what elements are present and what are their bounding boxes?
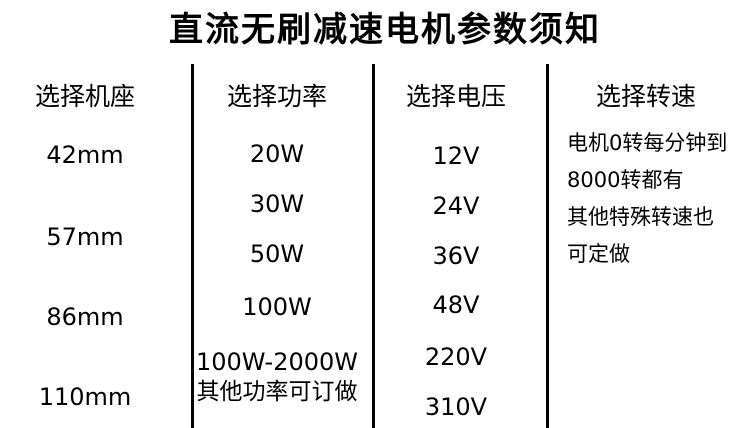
voltage-item: 24V bbox=[432, 192, 480, 220]
speed-note-line: 8000转都有 bbox=[567, 168, 684, 192]
column-divider bbox=[372, 64, 375, 428]
voltage-item: 220V bbox=[424, 343, 488, 371]
speed-note-line: 电机0转每分钟到 bbox=[567, 131, 728, 155]
voltage-item: 48V bbox=[432, 291, 480, 319]
voltage-item: 310V bbox=[424, 393, 488, 421]
frame-size-item: 86mm bbox=[46, 303, 124, 331]
voltage-item: 36V bbox=[432, 242, 480, 270]
page-title: 直流无刷减速电机参数须知 bbox=[169, 10, 601, 50]
frame-size-item: 110mm bbox=[38, 383, 132, 411]
voltage-item: 12V bbox=[432, 142, 480, 170]
power-item: 20W bbox=[249, 140, 305, 168]
power-item: 30W bbox=[249, 190, 305, 218]
power-item: 50W bbox=[249, 240, 305, 268]
column-header-power: 选择功率 bbox=[226, 82, 327, 111]
frame-size-item: 57mm bbox=[46, 223, 124, 251]
power-item-note: 其他功率可订做 bbox=[196, 379, 358, 405]
column-header-frame-size: 选择机座 bbox=[34, 82, 135, 111]
speed-note-line: 其他特殊转速也 bbox=[567, 205, 714, 229]
column-divider bbox=[546, 64, 549, 428]
frame-size-item: 42mm bbox=[46, 141, 124, 169]
column-divider bbox=[191, 64, 194, 428]
column-header-speed: 选择转速 bbox=[595, 82, 696, 111]
speed-note: 电机0转每分钟到 8000转都有 其他特殊转速也 可定做 bbox=[567, 125, 747, 273]
column-header-voltage: 选择电压 bbox=[405, 82, 506, 111]
power-item: 100W-2000W bbox=[195, 348, 359, 376]
speed-note-line: 可定做 bbox=[567, 242, 630, 266]
power-item: 100W bbox=[242, 293, 312, 321]
